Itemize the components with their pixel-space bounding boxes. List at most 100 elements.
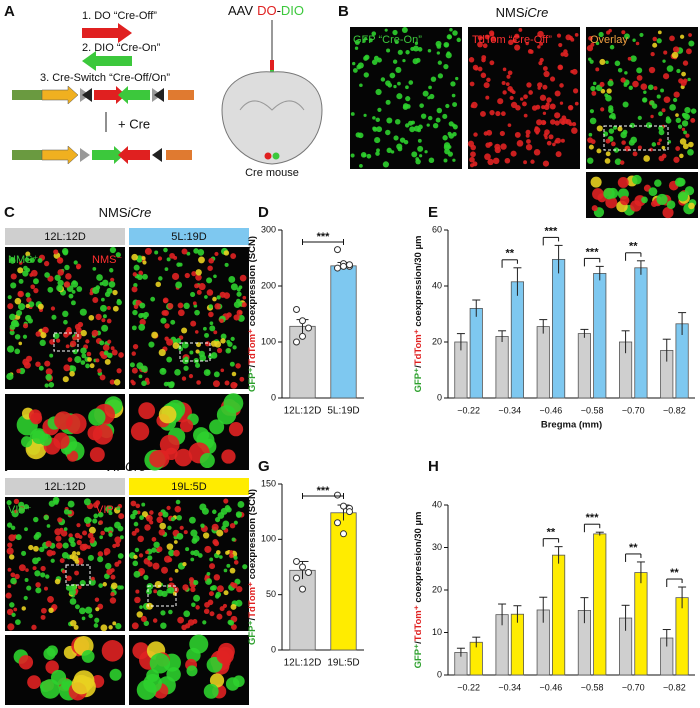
cell: [410, 120, 415, 125]
cell: [542, 111, 547, 115]
cell: [161, 566, 169, 574]
cell: [226, 312, 232, 318]
cell: [139, 302, 146, 309]
cell: [487, 158, 494, 166]
cell: [525, 41, 529, 46]
cell: [109, 268, 114, 273]
panel-letter: A: [4, 3, 15, 20]
cell: [432, 122, 439, 129]
cell: [662, 59, 666, 63]
cell: [168, 609, 173, 615]
cell: [656, 193, 668, 205]
cell: [110, 591, 115, 597]
cell: [384, 28, 388, 32]
y-tick-label: 300: [261, 224, 276, 234]
cell: [114, 561, 120, 567]
cell: [677, 124, 683, 129]
cell: [119, 585, 124, 590]
cell: [136, 679, 157, 700]
cell: [18, 341, 23, 346]
cell: [375, 117, 381, 123]
error-bar: [554, 244, 563, 274]
cell: [202, 620, 207, 625]
cell: [395, 66, 402, 73]
error-bar: [539, 319, 548, 334]
cell: [239, 274, 247, 282]
cell: [642, 98, 647, 103]
cell: [158, 529, 166, 536]
cell: [67, 357, 73, 363]
cell: [380, 77, 386, 82]
cell: [508, 39, 514, 46]
significance-label: **: [629, 542, 638, 554]
cell: [193, 549, 200, 557]
cell: [152, 562, 160, 570]
cell: [65, 585, 72, 591]
cell: [574, 101, 579, 106]
cell: [14, 348, 21, 355]
x-tick-label: 12L:12D: [284, 406, 322, 417]
cell: [160, 317, 167, 324]
data-point: [299, 585, 306, 593]
cell: [469, 81, 475, 87]
cell: [7, 623, 15, 631]
cell: [44, 272, 50, 278]
cell: [175, 281, 183, 289]
cell: [110, 568, 115, 573]
cell: [106, 318, 112, 324]
cell: [219, 555, 223, 559]
cell: [143, 315, 148, 320]
cell: [175, 337, 182, 344]
cell: [613, 147, 620, 153]
cell: [392, 29, 398, 36]
cell: [40, 565, 46, 572]
cell: [74, 323, 81, 330]
cell: [57, 269, 64, 276]
cell: [101, 297, 105, 302]
cell: [143, 620, 150, 627]
cell: [480, 110, 486, 117]
cell: [410, 46, 415, 52]
cell: [418, 124, 423, 130]
cell: [145, 514, 153, 522]
cell: [656, 38, 662, 44]
cell: [417, 47, 423, 52]
cell: [18, 506, 26, 514]
cell: [397, 146, 403, 152]
cell: [66, 575, 72, 582]
cell: [620, 131, 627, 139]
cell: [68, 536, 75, 544]
cell: [362, 39, 366, 43]
cell: [193, 427, 210, 444]
cell: [95, 358, 100, 363]
cell: [46, 549, 54, 557]
cell: [174, 568, 179, 573]
cell: [204, 341, 211, 347]
cell: [653, 86, 658, 91]
cell: [603, 187, 615, 200]
cell: [409, 126, 416, 133]
channel-label: VIP⁺: [8, 504, 32, 516]
cell: [35, 582, 41, 588]
cell: [6, 522, 13, 528]
cell: [213, 330, 218, 335]
cell: [69, 340, 77, 348]
cell: [182, 584, 189, 591]
cell: [472, 64, 479, 71]
cell: [216, 295, 221, 300]
cell: [227, 619, 233, 625]
construct: [12, 145, 192, 165]
cell: [56, 284, 63, 292]
cell: [587, 157, 594, 164]
cell: [81, 353, 87, 359]
data-point: [293, 557, 300, 565]
cell: [533, 148, 541, 156]
cell: [669, 35, 675, 42]
cell: [137, 257, 142, 263]
cell: [105, 505, 113, 513]
cell: [104, 573, 110, 580]
cell: [14, 573, 20, 580]
cell: [110, 574, 116, 580]
cell: [89, 538, 95, 544]
cell: [221, 449, 236, 464]
